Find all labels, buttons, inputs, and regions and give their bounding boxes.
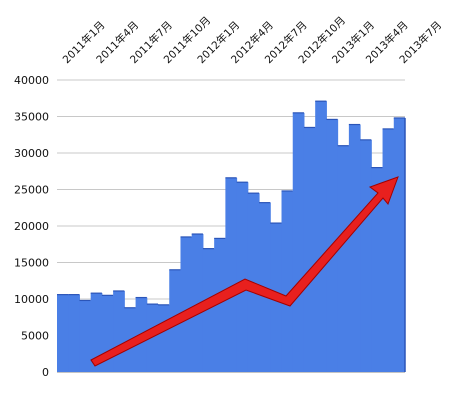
bar — [79, 300, 92, 372]
bar — [202, 248, 215, 372]
bar — [281, 190, 294, 372]
bar — [337, 145, 350, 372]
bar — [315, 101, 327, 373]
bar — [146, 304, 159, 372]
bar — [214, 238, 226, 372]
y-tick-label: 35000 — [14, 111, 49, 124]
bar — [101, 295, 114, 372]
bar — [113, 290, 125, 372]
bar — [360, 139, 372, 372]
bar — [68, 294, 80, 372]
bar — [382, 128, 395, 372]
bar — [57, 294, 69, 372]
bar — [303, 127, 316, 372]
bar — [371, 167, 384, 372]
y-tick-label: 25000 — [14, 184, 49, 197]
bar — [348, 124, 361, 372]
y-tick-label: 5000 — [21, 330, 49, 343]
y-tick-label: 40000 — [14, 74, 49, 87]
bar — [180, 236, 193, 372]
trend-arrow — [90, 176, 399, 367]
bar — [191, 234, 204, 372]
bar — [292, 112, 305, 372]
bar — [236, 182, 249, 372]
y-tick-label: 0 — [42, 366, 49, 379]
bar — [225, 177, 238, 372]
bar — [90, 293, 103, 372]
bar — [158, 304, 170, 372]
y-tick-label: 20000 — [14, 220, 49, 233]
y-tick-label: 10000 — [14, 293, 49, 306]
bar — [393, 117, 406, 373]
y-tick-label: 30000 — [14, 147, 49, 160]
y-tick-label: 15000 — [14, 257, 49, 270]
